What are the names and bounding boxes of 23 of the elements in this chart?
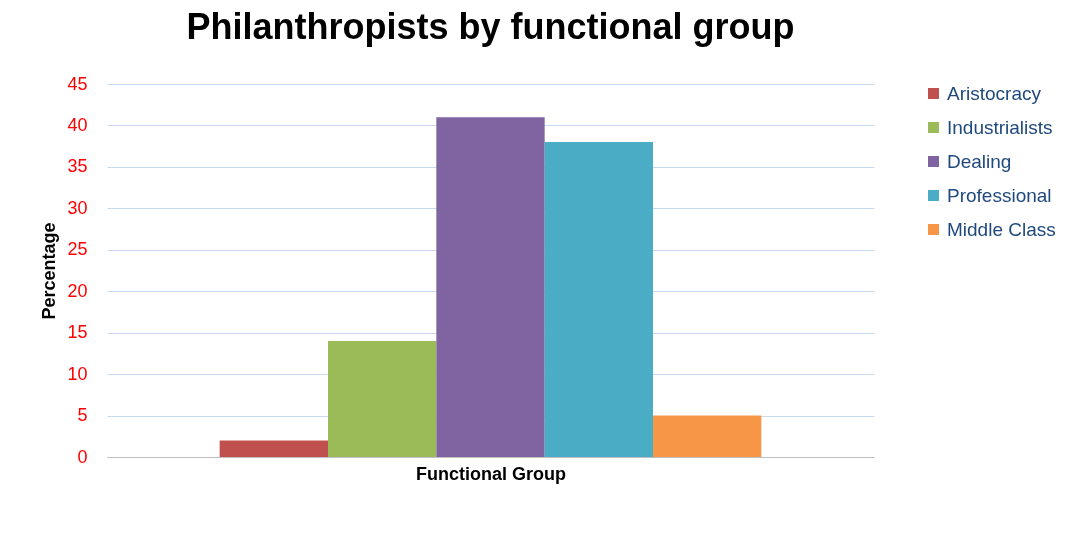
- y-axis-title: Percentage: [39, 222, 60, 320]
- legend-label: Professional: [947, 184, 1052, 206]
- bar: [436, 117, 545, 457]
- y-tick-label: 35: [67, 156, 88, 177]
- bar: [653, 415, 762, 457]
- y-tick-label: 15: [67, 322, 88, 343]
- y-tick-label: 20: [67, 280, 88, 301]
- y-tick-label: 25: [67, 239, 88, 260]
- y-tick-label: 5: [77, 405, 88, 426]
- y-tick-label: 45: [67, 73, 88, 94]
- y-tick-label: 30: [67, 197, 88, 218]
- y-tick-label: 40: [67, 114, 88, 135]
- legend-label: Middle Class: [947, 218, 1056, 240]
- bar: [544, 142, 653, 457]
- bar: [219, 440, 328, 457]
- bar: [328, 340, 437, 457]
- x-axis-title: Functional Group: [416, 463, 566, 484]
- y-tick-label: 0: [77, 446, 88, 467]
- chart-title: Philanthropists by functional group: [186, 6, 795, 47]
- legend-label: Dealing: [947, 150, 1012, 172]
- y-tick-label: 10: [67, 363, 88, 384]
- legend-label: Industrialists: [947, 116, 1053, 138]
- legend-label: Aristocracy: [947, 82, 1042, 104]
